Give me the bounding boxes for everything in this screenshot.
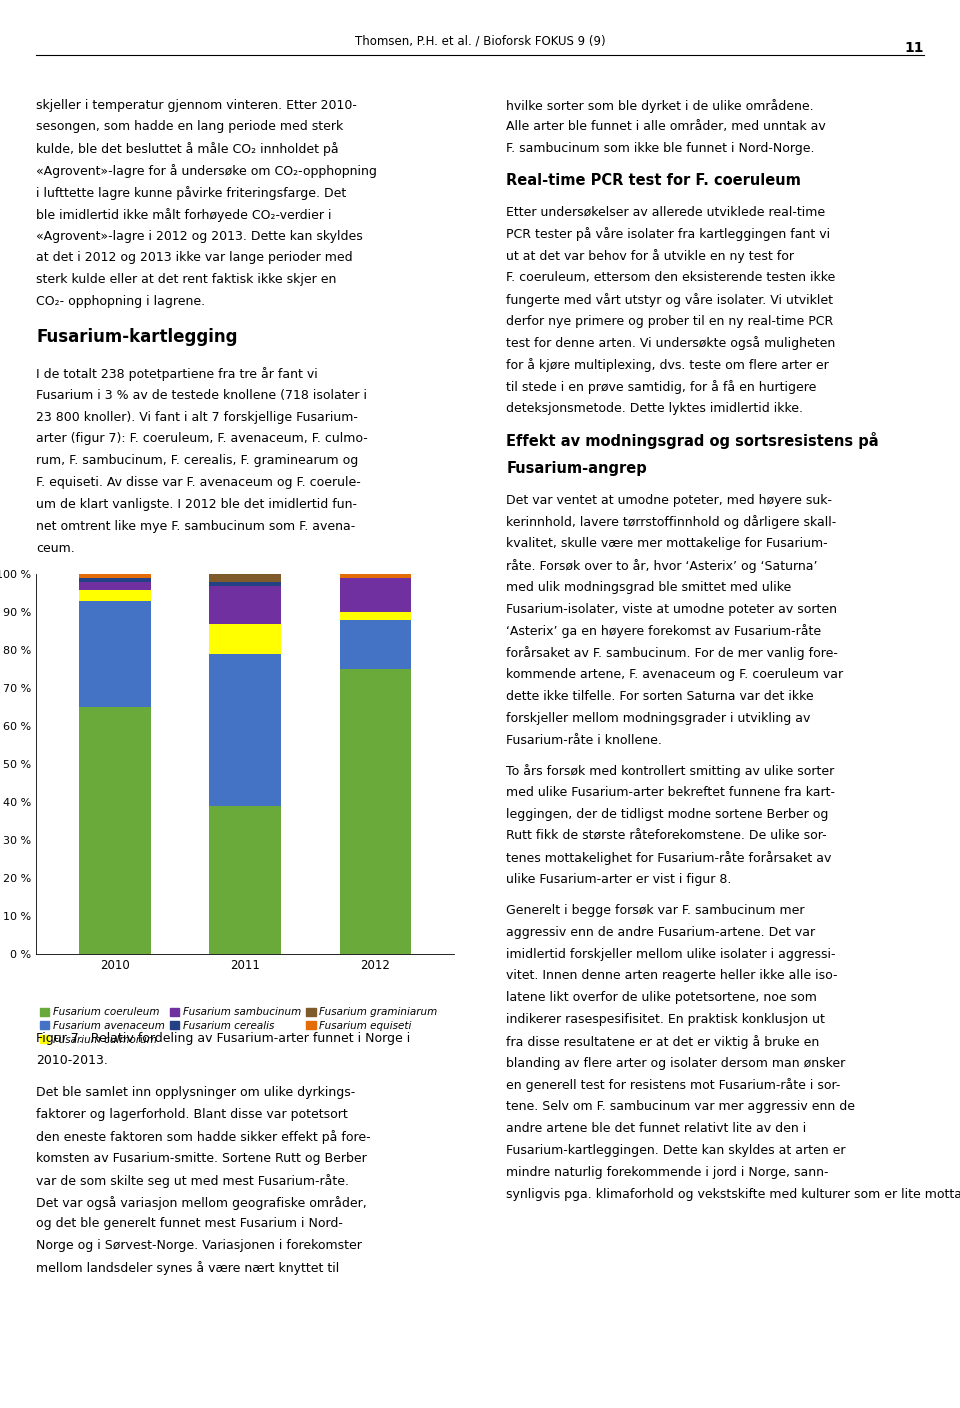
Text: fungerte med vårt utstyr og våre isolater. Vi utviklet: fungerte med vårt utstyr og våre isolate… bbox=[507, 293, 833, 307]
Text: forskjeller mellom modningsgrader i utvikling av: forskjeller mellom modningsgrader i utvi… bbox=[507, 712, 811, 725]
Text: og det ble generelt funnet mest Fusarium i Nord-: og det ble generelt funnet mest Fusarium… bbox=[36, 1218, 344, 1231]
Text: «Agrovent»-lagre for å undersøke om CO₂-opphopning: «Agrovent»-lagre for å undersøke om CO₂-… bbox=[36, 163, 377, 177]
Text: sterk kulde eller at det rent faktisk ikke skjer en: sterk kulde eller at det rent faktisk ik… bbox=[36, 273, 337, 286]
Bar bbox=[340, 612, 411, 620]
Text: 2010-2013.: 2010-2013. bbox=[36, 1053, 108, 1067]
Text: andre artene ble det funnet relativt lite av den i: andre artene ble det funnet relativt lit… bbox=[507, 1122, 806, 1135]
Text: arter (figur 7): F. coeruleum, F. avenaceum, F. culmo-: arter (figur 7): F. coeruleum, F. avenac… bbox=[36, 432, 369, 445]
Text: tene. Selv om F. sambucinum var mer aggressiv enn de: tene. Selv om F. sambucinum var mer aggr… bbox=[507, 1100, 855, 1114]
Text: «Agrovent»-lagre i 2012 og 2013. Dette kan skyldes: «Agrovent»-lagre i 2012 og 2013. Dette k… bbox=[36, 230, 363, 242]
Text: med ulik modningsgrad ble smittet med ulike: med ulik modningsgrad ble smittet med ul… bbox=[507, 582, 792, 594]
Bar bbox=[79, 601, 151, 707]
Text: vitet. Innen denne arten reagerte heller ikke alle iso-: vitet. Innen denne arten reagerte heller… bbox=[507, 969, 838, 983]
Text: kulde, ble det besluttet å måle CO₂ innholdet på: kulde, ble det besluttet å måle CO₂ innh… bbox=[36, 142, 339, 156]
Text: F. equiseti. Av disse var F. avenaceum og F. coerule-: F. equiseti. Av disse var F. avenaceum o… bbox=[36, 476, 361, 489]
Text: Fusarium-angrep: Fusarium-angrep bbox=[507, 460, 647, 476]
Text: med ulike Fusarium-arter bekreftet funnene fra kart-: med ulike Fusarium-arter bekreftet funne… bbox=[507, 786, 835, 798]
Text: tenes mottakelighet for Fusarium-råte forårsaket av: tenes mottakelighet for Fusarium-råte fo… bbox=[507, 852, 831, 866]
Text: råte. Forsøk over to år, hvor ‘Asterix’ og ‘Saturna’: råte. Forsøk over to år, hvor ‘Asterix’ … bbox=[507, 559, 818, 573]
Legend: Fusarium coeruleum, Fusarium avenaceum, Fusarium culmorum, Fusarium sambucinum, : Fusarium coeruleum, Fusarium avenaceum, … bbox=[37, 1005, 440, 1046]
Text: Etter undersøkelser av allerede utviklede real-time: Etter undersøkelser av allerede utvikled… bbox=[507, 206, 826, 218]
Text: indikerer rasespesifisitet. En praktisk konklusjon ut: indikerer rasespesifisitet. En praktisk … bbox=[507, 1012, 826, 1026]
Text: leggingen, der de tidligst modne sortene Berber og: leggingen, der de tidligst modne sortene… bbox=[507, 808, 828, 821]
Text: faktorer og lagerforhold. Blant disse var potetsort: faktorer og lagerforhold. Blant disse va… bbox=[36, 1108, 348, 1121]
Text: Det ble samlet inn opplysninger om ulike dyrkings-: Det ble samlet inn opplysninger om ulike… bbox=[36, 1087, 356, 1100]
Text: To års forsøk med kontrollert smitting av ulike sorter: To års forsøk med kontrollert smitting a… bbox=[507, 765, 834, 779]
Text: ceum.: ceum. bbox=[36, 542, 75, 555]
Text: kommende artene, F. avenaceum og F. coeruleum var: kommende artene, F. avenaceum og F. coer… bbox=[507, 669, 844, 681]
Text: Effekt av modningsgrad og sortsresistens på: Effekt av modningsgrad og sortsresistens… bbox=[507, 432, 879, 449]
Text: rum, F. sambucinum, F. cerealis, F. graminearum og: rum, F. sambucinum, F. cerealis, F. gram… bbox=[36, 455, 359, 467]
Text: synligvis pga. klimaforhold og vekstskifte med kulturer som er lite mottakelig o: synligvis pga. klimaforhold og vekstskif… bbox=[507, 1187, 960, 1201]
Bar bbox=[209, 807, 281, 955]
Text: derfor nye primere og prober til en ny real-time PCR: derfor nye primere og prober til en ny r… bbox=[507, 314, 833, 328]
Bar bbox=[340, 620, 411, 669]
Text: skjeller i temperatur gjennom vinteren. Etter 2010-: skjeller i temperatur gjennom vinteren. … bbox=[36, 99, 357, 111]
Text: fra disse resultatene er at det er viktig å bruke en: fra disse resultatene er at det er vikti… bbox=[507, 1035, 820, 1049]
Text: kerinnhold, lavere tørrstoffinnhold og dårligere skall-: kerinnhold, lavere tørrstoffinnhold og d… bbox=[507, 515, 837, 529]
Text: ‘Asterix’ ga en høyere forekomst av Fusarium-råte: ‘Asterix’ ga en høyere forekomst av Fusa… bbox=[507, 625, 822, 638]
Text: Det var ventet at umodne poteter, med høyere suk-: Det var ventet at umodne poteter, med hø… bbox=[507, 494, 832, 507]
Text: den eneste faktoren som hadde sikker effekt på fore-: den eneste faktoren som hadde sikker eff… bbox=[36, 1131, 372, 1145]
Bar bbox=[340, 574, 411, 579]
Text: til stede i en prøve samtidig, for å få en hurtigere: til stede i en prøve samtidig, for å få … bbox=[507, 380, 817, 394]
Text: kvalitet, skulle være mer mottakelige for Fusarium-: kvalitet, skulle være mer mottakelige fo… bbox=[507, 538, 828, 551]
Text: Norge og i Sørvest-Norge. Variasjonen i forekomster: Norge og i Sørvest-Norge. Variasjonen i … bbox=[36, 1239, 362, 1252]
Bar bbox=[79, 707, 151, 955]
Text: Fusarium-kartlegging: Fusarium-kartlegging bbox=[36, 328, 238, 346]
Text: komsten av Fusarium-smitte. Sortene Rutt og Berber: komsten av Fusarium-smitte. Sortene Rutt… bbox=[36, 1152, 368, 1164]
Text: i lufttette lagre kunne påvirke friteringsfarge. Det: i lufttette lagre kunne påvirke friterin… bbox=[36, 186, 347, 200]
Text: Fusarium-råte i knollene.: Fusarium-råte i knollene. bbox=[507, 734, 662, 746]
Bar bbox=[209, 582, 281, 586]
Text: net omtrent like mye F. sambucinum som F. avena-: net omtrent like mye F. sambucinum som F… bbox=[36, 520, 356, 532]
Text: Fusarium-isolater, viste at umodne poteter av sorten: Fusarium-isolater, viste at umodne potet… bbox=[507, 603, 837, 615]
Text: Real-time PCR test for F. coeruleum: Real-time PCR test for F. coeruleum bbox=[507, 173, 802, 187]
Bar bbox=[79, 579, 151, 582]
Text: Thomsen, P.H. et al. / Bioforsk FOKUS 9 (9): Thomsen, P.H. et al. / Bioforsk FOKUS 9 … bbox=[354, 35, 606, 48]
Text: sesongen, som hadde en lang periode med sterk: sesongen, som hadde en lang periode med … bbox=[36, 120, 344, 134]
Text: en generell test for resistens mot Fusarium-råte i sor-: en generell test for resistens mot Fusar… bbox=[507, 1079, 841, 1093]
Text: Det var også variasjon mellom geografiske områder,: Det var også variasjon mellom geografisk… bbox=[36, 1195, 368, 1209]
Text: forårsaket av F. sambucinum. For de mer vanlig fore-: forårsaket av F. sambucinum. For de mer … bbox=[507, 646, 838, 660]
Text: F. coeruleum, ettersom den eksisterende testen ikke: F. coeruleum, ettersom den eksisterende … bbox=[507, 270, 835, 284]
Text: Fusarium i 3 % av de testede knollene (718 isolater i: Fusarium i 3 % av de testede knollene (7… bbox=[36, 389, 368, 401]
Bar bbox=[79, 582, 151, 590]
Text: deteksjonsmetode. Dette lyktes imidlertid ikke.: deteksjonsmetode. Dette lyktes imidlerti… bbox=[507, 401, 804, 415]
Text: Fusarium-kartleggingen. Dette kan skyldes at arten er: Fusarium-kartleggingen. Dette kan skylde… bbox=[507, 1143, 846, 1157]
Bar bbox=[340, 579, 411, 612]
Bar bbox=[79, 574, 151, 579]
Text: dette ikke tilfelle. For sorten Saturna var det ikke: dette ikke tilfelle. For sorten Saturna … bbox=[507, 690, 814, 703]
Text: 11: 11 bbox=[904, 41, 924, 55]
Text: var de som skilte seg ut med mest Fusarium-råte.: var de som skilte seg ut med mest Fusari… bbox=[36, 1174, 349, 1188]
Text: Figur 7.  Relativ fordeling av Fusarium-arter funnet i Norge i: Figur 7. Relativ fordeling av Fusarium-a… bbox=[36, 1032, 411, 1045]
Text: ble imidlertid ikke målt forhøyede CO₂-verdier i: ble imidlertid ikke målt forhøyede CO₂-v… bbox=[36, 207, 332, 221]
Text: CO₂- opphopning i lagrene.: CO₂- opphopning i lagrene. bbox=[36, 294, 205, 308]
Text: test for denne arten. Vi undersøkte også muligheten: test for denne arten. Vi undersøkte også… bbox=[507, 337, 835, 351]
Text: hvilke sorter som ble dyrket i de ulike områdene.: hvilke sorter som ble dyrket i de ulike … bbox=[507, 99, 814, 113]
Text: latene likt overfor de ulike potetsortene, noe som: latene likt overfor de ulike potetsorten… bbox=[507, 991, 817, 1004]
Bar bbox=[209, 574, 281, 582]
Text: 23 800 knoller). Vi fant i alt 7 forskjellige Fusarium-: 23 800 knoller). Vi fant i alt 7 forskje… bbox=[36, 411, 358, 424]
Bar bbox=[209, 586, 281, 624]
Bar bbox=[340, 669, 411, 955]
Text: PCR tester på våre isolater fra kartleggingen fant vi: PCR tester på våre isolater fra kartlegg… bbox=[507, 227, 830, 241]
Text: aggressiv enn de andre Fusarium-artene. Det var: aggressiv enn de andre Fusarium-artene. … bbox=[507, 925, 816, 939]
Text: Generelt i begge forsøk var F. sambucinum mer: Generelt i begge forsøk var F. sambucinu… bbox=[507, 904, 804, 917]
Bar bbox=[79, 590, 151, 601]
Bar bbox=[209, 624, 281, 655]
Text: at det i 2012 og 2013 ikke var lange perioder med: at det i 2012 og 2013 ikke var lange per… bbox=[36, 251, 353, 265]
Text: for å kjøre multiplexing, dvs. teste om flere arter er: for å kjøre multiplexing, dvs. teste om … bbox=[507, 358, 829, 372]
Text: F. sambucinum som ikke ble funnet i Nord-Norge.: F. sambucinum som ikke ble funnet i Nord… bbox=[507, 142, 815, 155]
Text: I de totalt 238 potetpartiene fra tre år fant vi: I de totalt 238 potetpartiene fra tre år… bbox=[36, 367, 318, 382]
Text: mindre naturlig forekommende i jord i Norge, sann-: mindre naturlig forekommende i jord i No… bbox=[507, 1166, 828, 1178]
Text: ulike Fusarium-arter er vist i figur 8.: ulike Fusarium-arter er vist i figur 8. bbox=[507, 873, 732, 886]
Text: ut at det var behov for å utvikle en ny test for: ut at det var behov for å utvikle en ny … bbox=[507, 249, 795, 263]
Text: um de klart vanligste. I 2012 ble det imidlertid fun-: um de klart vanligste. I 2012 ble det im… bbox=[36, 498, 357, 511]
Text: Alle arter ble funnet i alle områder, med unntak av: Alle arter ble funnet i alle områder, me… bbox=[507, 120, 827, 134]
Text: Rutt fikk de største råteforekomstene. De ulike sor-: Rutt fikk de største råteforekomstene. D… bbox=[507, 829, 827, 842]
Text: blanding av flere arter og isolater dersom man ønsker: blanding av flere arter og isolater ders… bbox=[507, 1056, 846, 1070]
Text: imidlertid forskjeller mellom ulike isolater i aggressi-: imidlertid forskjeller mellom ulike isol… bbox=[507, 948, 836, 960]
Bar bbox=[209, 655, 281, 807]
Text: mellom landsdeler synes å være nært knyttet til: mellom landsdeler synes å være nært knyt… bbox=[36, 1262, 340, 1276]
